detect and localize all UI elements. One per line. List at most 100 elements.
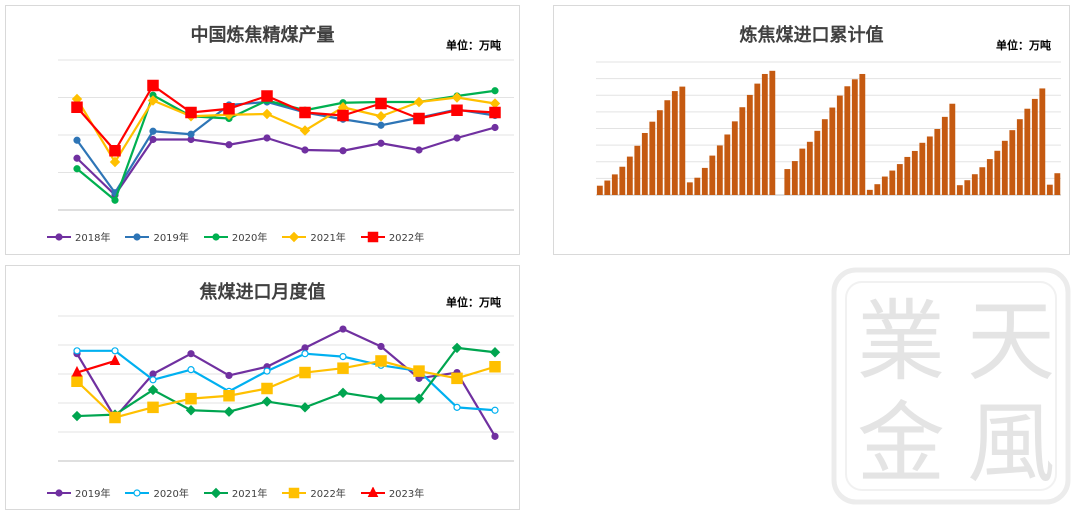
data-point	[149, 135, 157, 144]
bar	[634, 145, 641, 195]
bar	[1054, 173, 1061, 195]
legend-label: 2018年	[75, 233, 111, 244]
bar	[1009, 130, 1016, 195]
series-2022年	[71, 355, 501, 424]
data-point	[147, 401, 159, 414]
data-point	[451, 342, 463, 354]
legend-item: 2023年	[360, 485, 424, 500]
bar	[859, 73, 866, 195]
legend-swatch	[125, 232, 150, 241]
data-point	[375, 97, 387, 110]
data-point	[489, 347, 501, 358]
bar	[1024, 108, 1031, 195]
series-2021年	[71, 342, 501, 422]
data-point	[339, 325, 347, 333]
legend-label: 2023年	[388, 489, 425, 500]
legend-swatch	[282, 487, 307, 498]
production-line-chart	[58, 59, 514, 211]
cumulative-chart-panel: 炼焦煤进口累计值 单位：万吨	[553, 5, 1070, 255]
bar	[844, 86, 851, 195]
data-point	[413, 112, 425, 125]
bar	[836, 95, 843, 195]
series-2021年	[71, 92, 501, 168]
legend-item: 2019年	[46, 485, 110, 500]
data-point	[109, 411, 121, 424]
series-2019年	[73, 325, 499, 440]
data-point	[185, 405, 197, 416]
bar	[971, 174, 978, 195]
data-point	[289, 231, 300, 242]
series-2023年	[71, 354, 121, 377]
data-point	[71, 101, 83, 113]
data-point	[299, 106, 311, 119]
legend-item: 2021年	[281, 229, 346, 244]
unit-label: 单位：万吨	[446, 296, 501, 309]
watermark-glyph: 金	[857, 392, 945, 495]
unit-label: 单位：万吨	[996, 39, 1051, 52]
bar	[686, 182, 693, 195]
data-point	[71, 365, 83, 377]
legend-label: 2022年	[310, 489, 346, 500]
data-point	[225, 371, 233, 380]
bar	[679, 86, 686, 195]
chart-title: 炼焦煤进口累计值	[739, 25, 884, 46]
data-point	[491, 87, 499, 95]
data-point	[339, 352, 347, 361]
data-point	[339, 147, 347, 155]
bar	[604, 180, 611, 195]
series-2022年	[71, 79, 501, 157]
bar	[934, 128, 941, 195]
bar	[784, 169, 791, 195]
data-point	[185, 392, 197, 405]
legend-item: 2022年	[281, 485, 346, 500]
legend-item: 2020年	[124, 485, 189, 500]
data-point	[489, 106, 501, 119]
bar	[821, 119, 828, 195]
legend-item: 2019年	[124, 229, 189, 244]
series-line	[76, 359, 496, 419]
data-point	[489, 361, 501, 373]
data-point	[337, 109, 349, 122]
bar	[949, 103, 956, 195]
data-point	[377, 139, 385, 147]
data-point	[223, 103, 235, 115]
bar	[919, 142, 926, 195]
bar	[649, 121, 656, 195]
legend-item: 2021年	[203, 485, 267, 500]
data-point	[337, 387, 349, 399]
bar	[791, 161, 798, 195]
data-point	[375, 355, 387, 367]
bar	[851, 79, 858, 195]
data-point	[301, 146, 309, 154]
data-point	[261, 108, 273, 120]
data-point	[109, 145, 121, 157]
bar	[806, 141, 813, 195]
bar	[619, 166, 626, 195]
data-point	[367, 231, 379, 242]
data-point	[453, 134, 461, 142]
bar	[641, 132, 648, 195]
watermark-glyph: 業	[857, 290, 945, 393]
data-point	[451, 372, 463, 385]
bar	[1016, 119, 1023, 195]
legend-item: 2020年	[203, 229, 267, 244]
chart-title: 焦煤进口月度值	[199, 282, 326, 303]
data-point	[212, 232, 220, 241]
data-point	[223, 406, 235, 417]
legend-swatch	[125, 488, 150, 497]
data-point	[261, 396, 273, 407]
legend-label: 2020年	[231, 233, 268, 244]
legend-swatch	[47, 488, 71, 497]
bar	[1039, 88, 1046, 195]
chart-title: 中国炼焦精煤产量	[190, 25, 335, 46]
bar	[881, 176, 888, 195]
bar	[716, 145, 723, 195]
bar	[746, 94, 753, 195]
bar	[979, 167, 986, 195]
data-point	[299, 125, 311, 136]
series-line	[76, 96, 496, 164]
bar	[829, 107, 836, 195]
bar	[739, 107, 746, 195]
bar	[754, 83, 761, 195]
bar	[1031, 98, 1038, 195]
